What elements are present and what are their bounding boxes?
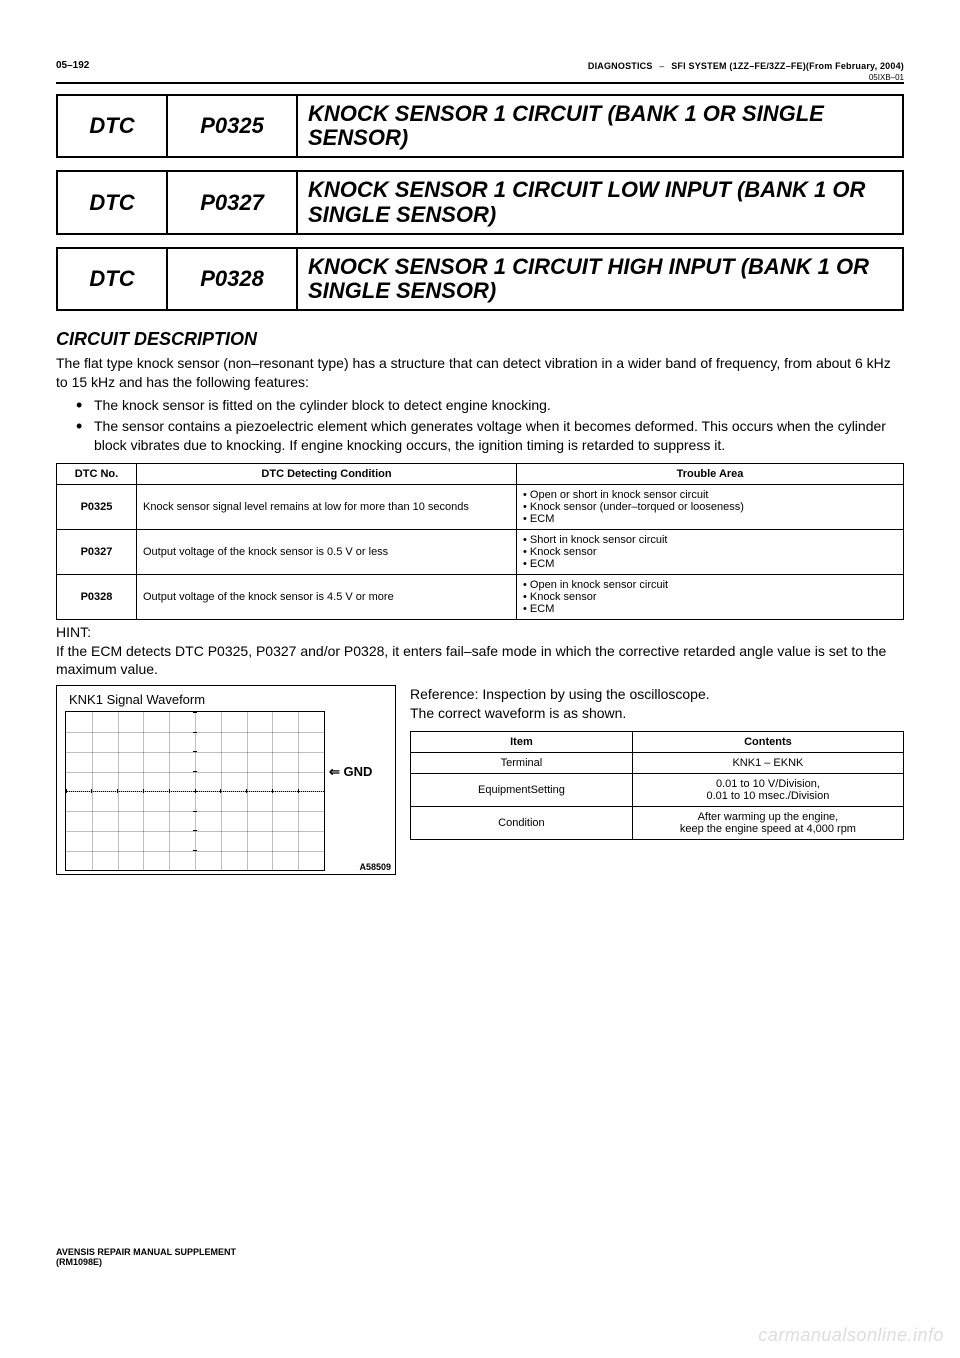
dtc-title: KNOCK SENSOR 1 CIRCUIT (BANK 1 OR SINGLE… [297, 95, 903, 157]
ref-line2: The correct waveform is as shown. [410, 705, 626, 721]
diag-row: P0328 Output voltage of the knock sensor… [57, 574, 904, 619]
trouble-text: Knock sensor [530, 591, 597, 603]
breadcrumb-right: SFI SYSTEM (1ZZ–FE/3ZZ–FE)(From February… [671, 61, 904, 71]
diag-row: P0327 Output voltage of the knock sensor… [57, 529, 904, 574]
bullet: The knock sensor is fitted on the cylind… [94, 396, 904, 415]
trouble-line: • Open or short in knock sensor circuit [523, 489, 897, 501]
trouble-text: ECM [530, 603, 554, 615]
hint-label: HINT: [56, 624, 904, 640]
page-number: 05–192 [56, 60, 89, 71]
osc-row: Terminal KNK1 – EKNK [411, 753, 904, 774]
diag-th-dtcno: DTC No. [57, 463, 137, 484]
trouble-line: • Knock sensor [523, 591, 897, 603]
bullet-icon: • [523, 501, 530, 513]
section-heading: CIRCUIT DESCRIPTION [56, 329, 904, 350]
header-code: 05IXB–01 [869, 73, 904, 82]
dtc-label: DTC [57, 171, 167, 233]
watermark: carmanualsonline.info [758, 1325, 944, 1346]
dtc-block-0: DTC P0325 KNOCK SENSOR 1 CIRCUIT (BANK 1… [56, 94, 904, 158]
diag-trouble: • Short in knock sensor circuit • Knock … [517, 529, 904, 574]
trouble-text: Knock sensor [530, 546, 597, 558]
lower-section: KNK1 Signal Waveform ⇐ GND A58509 Refere… [56, 685, 904, 875]
trouble-line: • ECM [523, 513, 897, 525]
trouble-line: • Knock sensor [523, 546, 897, 558]
bullet-icon: • [523, 546, 530, 558]
waveform-title: KNK1 Signal Waveform [69, 692, 389, 707]
osc-th-content: Contents [632, 732, 903, 753]
trouble-text: Knock sensor (under–torqued or looseness… [530, 501, 744, 513]
dtc-code: P0327 [167, 171, 297, 233]
bullet-icon: • [523, 534, 530, 546]
trouble-line: • Short in knock sensor circuit [523, 534, 897, 546]
dtc-title: KNOCK SENSOR 1 CIRCUIT LOW INPUT (BANK 1… [297, 171, 903, 233]
bullet-icon: • [523, 579, 530, 591]
osc-th-item: Item [411, 732, 633, 753]
diag-trouble: • Open or short in knock sensor circuit … [517, 484, 904, 529]
section-bullets: The knock sensor is fitted on the cylind… [56, 396, 904, 455]
dtc-block-2: DTC P0328 KNOCK SENSOR 1 CIRCUIT HIGH IN… [56, 247, 904, 311]
waveform-box: KNK1 Signal Waveform ⇐ GND A58509 [56, 685, 396, 875]
dtc-label: DTC [57, 95, 167, 157]
trouble-line: • Knock sensor (under–torqued or loosene… [523, 501, 897, 513]
diag-table: DTC No. DTC Detecting Condition Trouble … [56, 463, 904, 620]
diag-code: P0325 [57, 484, 137, 529]
diag-row: P0325 Knock sensor signal level remains … [57, 484, 904, 529]
dtc-title: KNOCK SENSOR 1 CIRCUIT HIGH INPUT (BANK … [297, 248, 903, 310]
ref-line1: Reference: Inspection by using the oscil… [410, 686, 710, 702]
bullet-icon: • [523, 558, 530, 570]
diag-th-area: Trouble Area [517, 463, 904, 484]
trouble-line: • ECM [523, 558, 897, 570]
waveform-img-code: A58509 [359, 862, 391, 872]
osc-item: Condition [411, 807, 633, 840]
footer-line2: (RM1098E) [56, 1258, 236, 1268]
breadcrumb: DIAGNOSTICS – SFI SYSTEM (1ZZ–FE/3ZZ–FE)… [588, 61, 904, 71]
dtc-code: P0328 [167, 248, 297, 310]
trouble-text: Short in knock sensor circuit [530, 534, 668, 546]
diag-code: P0328 [57, 574, 137, 619]
header-row: 05–192 DIAGNOSTICS – SFI SYSTEM (1ZZ–FE/… [56, 60, 904, 71]
oscilloscope: KNK1 Signal Waveform ⇐ GND A58509 [56, 685, 396, 875]
trouble-text: ECM [530, 513, 554, 525]
breadcrumb-dash: – [655, 61, 668, 71]
osc-content: KNK1 – EKNK [632, 753, 903, 774]
trouble-text: Open in knock sensor circuit [530, 579, 668, 591]
section-intro: The flat type knock sensor (non–resonant… [56, 354, 904, 392]
trouble-text: Open or short in knock sensor circuit [530, 489, 709, 501]
diag-code: P0327 [57, 529, 137, 574]
diag-trouble: • Open in knock sensor circuit • Knock s… [517, 574, 904, 619]
osc-item: Terminal [411, 753, 633, 774]
bullet: The sensor contains a piezoelectric elem… [94, 417, 904, 455]
bullet-icon: • [523, 489, 530, 501]
page: 05–192 DIAGNOSTICS – SFI SYSTEM (1ZZ–FE/… [0, 0, 960, 1358]
osc-row: EquipmentSetting 0.01 to 10 V/Division, … [411, 774, 904, 807]
dtc-label: DTC [57, 248, 167, 310]
dtc-block-1: DTC P0327 KNOCK SENSOR 1 CIRCUIT LOW INP… [56, 170, 904, 234]
osc-row: Condition After warming up the engine, k… [411, 807, 904, 840]
gnd-label: ⇐ GND [329, 764, 372, 780]
gnd-text: GND [344, 764, 373, 779]
trouble-line: • ECM [523, 603, 897, 615]
trouble-text: ECM [530, 558, 554, 570]
bullet-icon: • [523, 513, 530, 525]
trouble-line: • Open in knock sensor circuit [523, 579, 897, 591]
diag-cond: Output voltage of the knock sensor is 4.… [137, 574, 517, 619]
diag-cond: Knock sensor signal level remains at low… [137, 484, 517, 529]
diag-cond: Output voltage of the knock sensor is 0.… [137, 529, 517, 574]
osc-content: 0.01 to 10 V/Division, 0.01 to 10 msec./… [632, 774, 903, 807]
oscilloscope-grid [65, 711, 325, 871]
reference-text: Reference: Inspection by using the oscil… [410, 685, 904, 723]
dtc-code: P0325 [167, 95, 297, 157]
bullet-icon: • [523, 591, 530, 603]
footer: AVENSIS REPAIR MANUAL SUPPLEMENT (RM1098… [56, 1248, 236, 1268]
hint-text: If the ECM detects DTC P0325, P0327 and/… [56, 642, 904, 680]
reference-block: Reference: Inspection by using the oscil… [410, 685, 904, 875]
osc-item: EquipmentSetting [411, 774, 633, 807]
header-rule [56, 82, 904, 84]
diag-th-cond: DTC Detecting Condition [137, 463, 517, 484]
osc-content: After warming up the engine, keep the en… [632, 807, 903, 840]
osc-settings-table: Item Contents Terminal KNK1 – EKNK Equip… [410, 731, 904, 840]
breadcrumb-left: DIAGNOSTICS [588, 61, 653, 71]
arrow-left-icon: ⇐ [329, 764, 340, 779]
bullet-icon: • [523, 603, 530, 615]
